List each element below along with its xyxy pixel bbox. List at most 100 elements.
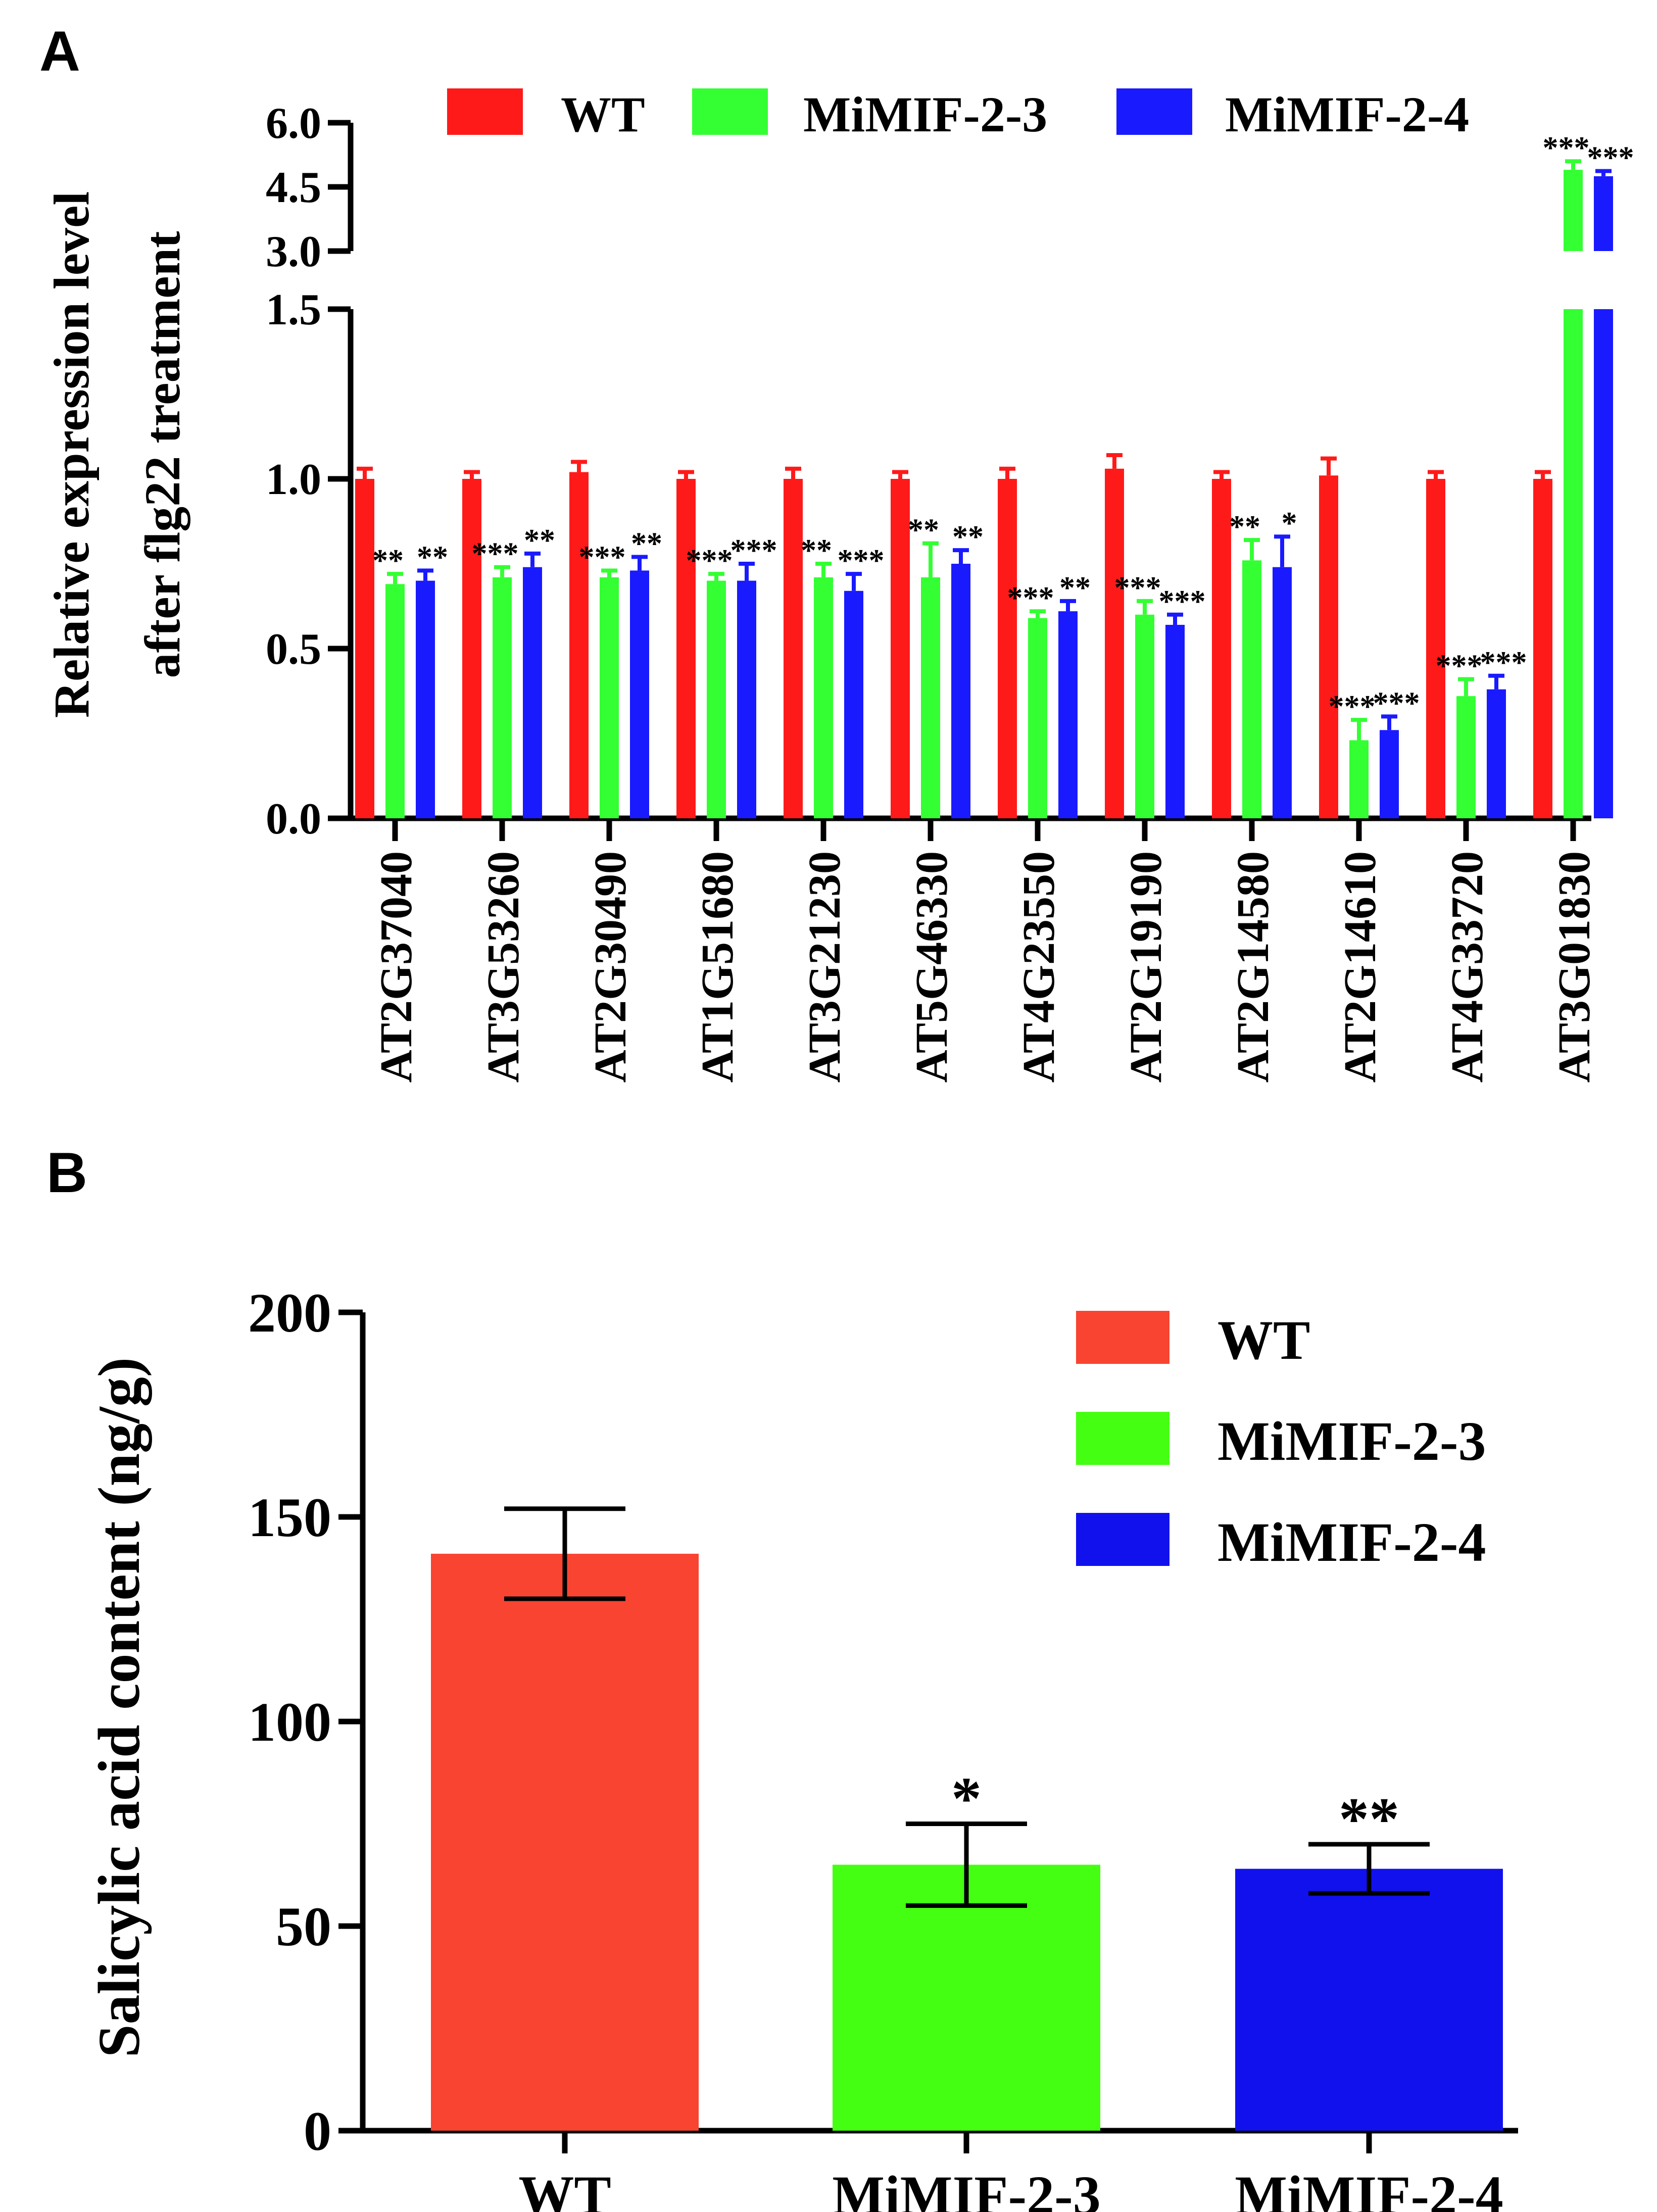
chart-a-significance: * <box>1282 506 1297 540</box>
chart-a-significance: *** <box>1543 131 1590 165</box>
chart-a-xtick-label: AT3G21230 <box>800 851 850 1083</box>
chart-a-xtick-label: AT3G01830 <box>1549 851 1599 1083</box>
chart-a-significance: *** <box>1373 686 1420 720</box>
chart-a-bar-wt <box>891 479 910 818</box>
chart-a-xtick-label: AT2G37040 <box>371 851 421 1083</box>
chart-a-significance: ** <box>372 544 404 578</box>
chart-a-significance: ** <box>1059 571 1091 605</box>
chart-a-ytick-label: 1.5 <box>266 285 321 334</box>
legend-a-swatch-mimif-2-3 <box>692 88 768 135</box>
chart-a-bar-wt <box>1533 479 1552 818</box>
legend-b-label-mimif-2-3: MiMIF-2-3 <box>1217 1410 1486 1472</box>
chart-a-bar-mimif-2-3 <box>600 577 619 818</box>
chart-a-bar-mimif-2-3 <box>1349 740 1369 818</box>
chart-a-bar-mimif-2-4 <box>1594 309 1613 818</box>
chart-b-ytick-label: 0 <box>304 2100 331 2162</box>
chart-a-significance: *** <box>1007 581 1054 615</box>
chart-a-bar-mimif-2-4 <box>844 591 863 818</box>
chart-a-ytick-label: 3.0 <box>266 227 321 276</box>
chart-a-bar-mimif-2-4 <box>1058 611 1078 818</box>
chart-b-ytick-label: 50 <box>276 1896 331 1957</box>
chart-a-bar-mimif-2-4-upper <box>1594 176 1613 251</box>
chart-a-ytick-label: 4.5 <box>266 163 321 212</box>
chart-a-significance: *** <box>730 533 777 568</box>
chart-a-bar-wt <box>1212 479 1231 818</box>
chart-a-legend: WT MiMIF-2-3 MiMIF-2-4 <box>447 86 1469 142</box>
chart-a-xtick-label: AT3G53260 <box>478 851 528 1083</box>
chart-a-significance: *** <box>1114 571 1161 605</box>
chart-a-bar-wt <box>784 479 803 818</box>
panel-label-b: B <box>46 1141 87 1204</box>
legend-b-label-mimif-2-4: MiMIF-2-4 <box>1217 1511 1486 1573</box>
chart-a-ytick-label: 6.0 <box>266 99 321 148</box>
legend-b-label-wt: WT <box>1217 1309 1310 1371</box>
chart-a-bar-mimif-2-3 <box>707 580 726 818</box>
chart-a-significance: ** <box>801 533 832 568</box>
chart-a-significance: *** <box>1329 690 1376 724</box>
chart-a-significance: ** <box>631 527 662 561</box>
chart-a-bar-wt <box>569 472 589 818</box>
chart-a-significance: *** <box>1436 649 1483 683</box>
chart-a-xtick-label: AT2G30490 <box>586 851 636 1083</box>
chart-a-bar-mimif-2-4 <box>951 564 970 818</box>
chart-a-bar-wt <box>1105 468 1124 818</box>
chart-b-xtick-label: WT <box>518 2165 611 2212</box>
chart-a-ytick-label: 0.0 <box>266 795 321 844</box>
chart-a-significance: *** <box>838 544 885 578</box>
chart-a-xtick-label: AT2G14580 <box>1228 851 1278 1083</box>
chart-a-xtick-label: AT4G33720 <box>1442 851 1492 1083</box>
chart-a-significance: *** <box>1587 141 1634 175</box>
chart-a-bar-mimif-2-3 <box>1456 696 1476 818</box>
legend-b-swatch-wt <box>1076 1311 1169 1364</box>
chart-a-ytick-label: 0.5 <box>266 625 321 674</box>
chart-a: Relative expression level after flg22 tr… <box>43 86 1634 1083</box>
chart-a-significance: *** <box>1159 584 1206 619</box>
chart-a-ytick-label: 1.0 <box>266 455 321 504</box>
chart-a-significance: *** <box>472 537 519 571</box>
chart-b-bar-wt <box>431 1553 699 2131</box>
chart-a-bar-mimif-2-3 <box>814 577 833 818</box>
chart-b-ytick-label: 150 <box>248 1487 331 1548</box>
chart-b-ylabel: Salicylic acid content (ng/g) <box>86 1357 152 2057</box>
chart-a-xtick-label: AT2G19190 <box>1121 851 1171 1083</box>
legend-a-label-mimif-2-3: MiMIF-2-3 <box>803 86 1047 142</box>
legend-a-label-wt: WT <box>561 86 645 142</box>
chart-a-significance: ** <box>952 520 984 554</box>
chart-b-xtick-label: MiMIF-2-4 <box>1235 2165 1503 2212</box>
chart-a-significance: *** <box>1480 646 1527 680</box>
chart-a-significance: ** <box>1229 510 1260 544</box>
chart-a-ylabel-line1: Relative expression level <box>43 191 100 718</box>
chart-a-bar-wt <box>1426 479 1445 818</box>
chart-a-xtick-label: AT1G51680 <box>693 851 743 1083</box>
chart-a-bar-mimif-2-3 <box>493 577 512 818</box>
legend-a-swatch-wt <box>447 88 523 135</box>
panel-label-a: A <box>39 20 80 83</box>
chart-b: Salicylic acid content (ng/g) WT MiMIF-2… <box>86 1282 1518 2212</box>
chart-b-xtick-label: MiMIF-2-3 <box>832 2165 1100 2212</box>
chart-a-bar-mimif-2-4 <box>1165 624 1185 818</box>
chart-b-ytick-label: 200 <box>248 1282 331 1344</box>
chart-b-significance: ** <box>1339 1785 1399 1852</box>
chart-a-significance: ** <box>908 513 939 548</box>
legend-b-swatch-mimif-2-3 <box>1076 1412 1169 1465</box>
chart-b-significance: * <box>951 1765 982 1832</box>
chart-a-bar-mimif-2-4 <box>1380 730 1399 818</box>
chart-a-bar-mimif-2-4 <box>737 580 756 818</box>
chart-a-bar-mimif-2-3 <box>1028 618 1047 818</box>
legend-a-swatch-mimif-2-4 <box>1116 88 1192 135</box>
chart-a-xtick-label: AT4G23550 <box>1014 851 1064 1083</box>
chart-b-bar-mimif-2-4 <box>1235 1869 1503 2131</box>
chart-a-xtick-label: AT5G46330 <box>907 851 957 1083</box>
chart-a-bar-mimif-2-4 <box>630 570 649 818</box>
chart-a-bar-mimif-2-3 <box>1135 614 1154 818</box>
chart-a-bar-wt <box>1319 475 1338 818</box>
chart-a-bar-mimif-2-4 <box>523 567 542 818</box>
chart-a-significance: ** <box>417 540 448 574</box>
chart-a-bar-wt <box>676 479 696 818</box>
chart-a-bar-mimif-2-4 <box>1487 689 1506 818</box>
chart-a-bar-mimif-2-3 <box>1242 560 1261 818</box>
chart-a-xtick-label: AT2G14610 <box>1335 851 1385 1083</box>
legend-a-label-mimif-2-4: MiMIF-2-4 <box>1225 86 1469 142</box>
chart-a-bar-mimif-2-3 <box>921 577 940 818</box>
